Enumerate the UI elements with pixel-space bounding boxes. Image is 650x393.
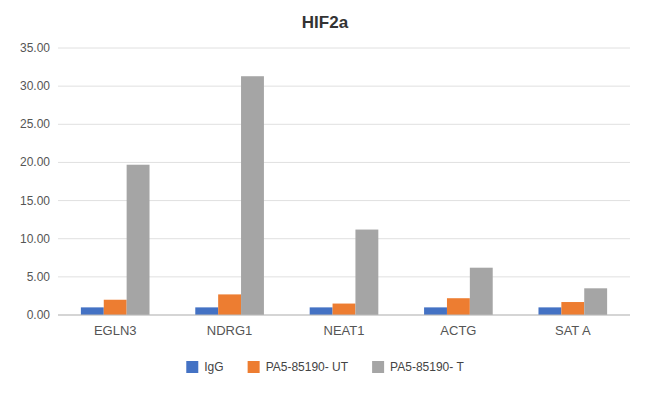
grid-line <box>58 124 630 125</box>
title: HIF2a <box>302 13 349 32</box>
bar <box>81 307 104 315</box>
y-tick-label: 15.00 <box>20 194 50 208</box>
y-tick-label: 35.00 <box>20 41 50 55</box>
bar <box>333 304 356 315</box>
x-tick-label: ACTG <box>440 323 476 338</box>
x-axis-line <box>58 315 630 316</box>
y-tick-label: 10.00 <box>20 232 50 246</box>
bar <box>127 165 150 315</box>
x-tick-label: EGLN3 <box>94 323 137 338</box>
legend-label: PA5-85190- T <box>390 360 464 374</box>
grid-line <box>58 315 630 316</box>
bar <box>561 302 584 315</box>
chart-container: HIF2a 0.00 5.00 10.00 15.00 20.00 25.00 30.00 35… <box>0 0 650 393</box>
legend-label: IgG <box>204 360 223 374</box>
bar <box>447 298 470 315</box>
bar <box>584 288 607 315</box>
bar <box>195 307 218 315</box>
bar <box>538 307 561 315</box>
y-tick-label: 0.00 <box>27 308 51 322</box>
chart-svg: HIF2a 0.00 5.00 10.00 15.00 20.00 25.00 30.00 35… <box>0 0 650 393</box>
bar <box>104 300 127 315</box>
grid-line <box>58 162 630 163</box>
y-tick-label: 5.00 <box>27 270 51 284</box>
bars <box>81 76 607 315</box>
legend-item: PA5-85190- T <box>372 360 464 374</box>
legend-swatch <box>248 361 260 373</box>
legend-swatch <box>372 361 384 373</box>
bar <box>218 294 241 315</box>
y-tick-label: 30.00 <box>20 79 50 93</box>
bar <box>424 307 447 315</box>
bar <box>355 230 378 315</box>
x-tick-label: SAT A <box>555 323 591 338</box>
grid-line <box>58 86 630 87</box>
legend: IgG PA5-85190- UT PA5-85190- T <box>186 360 464 374</box>
grid <box>58 48 630 315</box>
legend-item: IgG <box>186 360 223 374</box>
x-tick-label: NEAT1 <box>324 323 365 338</box>
page: {"chart_data": {"type": "bar", "title": … <box>0 0 650 393</box>
bar <box>310 307 333 315</box>
y-tick-label: 20.00 <box>20 155 50 169</box>
y-tick-label: 25.00 <box>20 117 50 131</box>
bar <box>470 268 493 315</box>
grid-line <box>58 48 630 49</box>
bar <box>241 76 264 315</box>
x-tick-label: NDRG1 <box>207 323 253 338</box>
legend-item: PA5-85190- UT <box>248 360 349 374</box>
legend-label: PA5-85190- UT <box>266 360 349 374</box>
legend-swatch <box>186 361 198 373</box>
